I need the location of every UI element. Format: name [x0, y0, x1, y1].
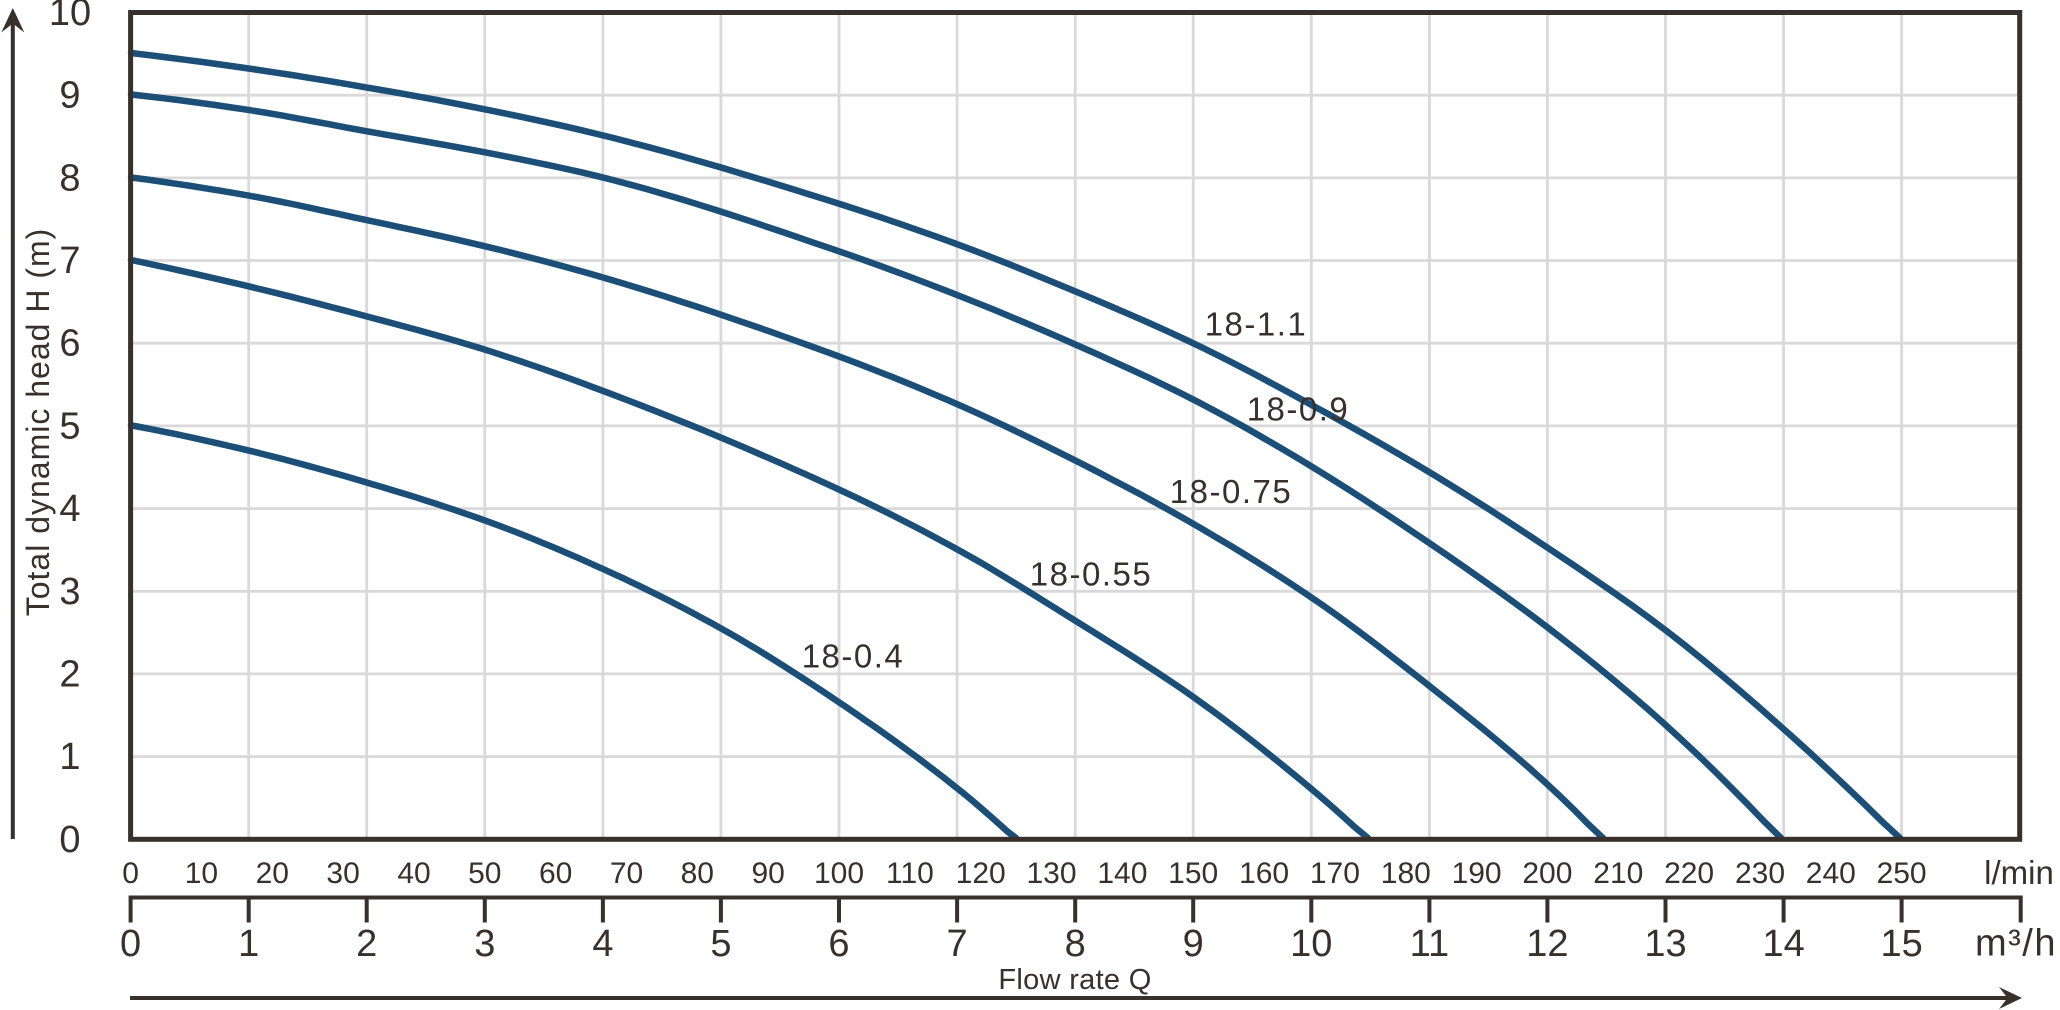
svg-text:0: 0 — [122, 857, 139, 890]
svg-text:18-0.55: 18-0.55 — [1030, 556, 1152, 593]
svg-text:15: 15 — [1880, 923, 1922, 965]
svg-text:Flow rate Q: Flow rate Q — [998, 964, 1151, 996]
svg-text:110: 110 — [886, 857, 934, 890]
svg-text:170: 170 — [1310, 857, 1360, 890]
svg-text:4: 4 — [592, 923, 613, 965]
svg-text:10: 10 — [49, 0, 91, 34]
svg-text:7: 7 — [947, 923, 968, 965]
svg-text:8: 8 — [59, 157, 80, 199]
svg-text:80: 80 — [681, 857, 714, 890]
svg-text:18-0.75: 18-0.75 — [1170, 473, 1292, 510]
svg-text:30: 30 — [326, 857, 359, 890]
svg-text:3: 3 — [59, 571, 80, 613]
svg-text:220: 220 — [1664, 857, 1714, 890]
svg-text:m³/h: m³/h — [1975, 923, 2057, 965]
svg-text:1: 1 — [238, 923, 259, 965]
svg-text:6: 6 — [828, 923, 849, 965]
svg-text:7: 7 — [59, 240, 80, 282]
svg-text:l/min: l/min — [1984, 854, 2054, 891]
svg-text:130: 130 — [1026, 857, 1076, 890]
svg-text:120: 120 — [956, 857, 1006, 890]
svg-text:Total dynamic head H (m): Total dynamic head H (m) — [20, 228, 56, 617]
svg-text:2: 2 — [59, 653, 80, 695]
svg-text:200: 200 — [1522, 857, 1572, 890]
svg-text:18-0.4: 18-0.4 — [802, 638, 905, 675]
svg-text:5: 5 — [710, 923, 731, 965]
svg-text:4: 4 — [59, 488, 80, 530]
svg-text:140: 140 — [1097, 857, 1147, 890]
svg-text:240: 240 — [1806, 857, 1856, 890]
svg-text:14: 14 — [1762, 923, 1804, 965]
svg-text:180: 180 — [1381, 857, 1431, 890]
svg-text:18-1.1: 18-1.1 — [1205, 306, 1308, 343]
svg-text:12: 12 — [1526, 923, 1568, 965]
svg-text:3: 3 — [474, 923, 495, 965]
svg-text:40: 40 — [397, 857, 430, 890]
svg-text:90: 90 — [752, 857, 785, 890]
svg-text:2: 2 — [356, 923, 377, 965]
svg-text:0: 0 — [120, 923, 141, 965]
svg-text:50: 50 — [468, 857, 501, 890]
svg-text:10: 10 — [1290, 923, 1332, 965]
svg-text:9: 9 — [1183, 923, 1204, 965]
svg-text:60: 60 — [539, 857, 572, 890]
svg-text:250: 250 — [1877, 857, 1927, 890]
svg-text:8: 8 — [1065, 923, 1086, 965]
svg-text:11: 11 — [1410, 923, 1449, 965]
svg-text:210: 210 — [1593, 857, 1643, 890]
svg-text:160: 160 — [1239, 857, 1289, 890]
svg-text:5: 5 — [59, 405, 80, 447]
svg-text:150: 150 — [1168, 857, 1218, 890]
svg-text:1: 1 — [59, 736, 80, 778]
svg-text:0: 0 — [59, 819, 80, 861]
svg-text:20: 20 — [256, 857, 289, 890]
svg-text:13: 13 — [1644, 923, 1686, 965]
svg-text:18-0.9: 18-0.9 — [1247, 391, 1350, 428]
svg-text:190: 190 — [1452, 857, 1502, 890]
svg-text:10: 10 — [185, 857, 218, 890]
svg-text:9: 9 — [59, 75, 80, 117]
svg-text:6: 6 — [59, 323, 80, 365]
svg-text:230: 230 — [1735, 857, 1785, 890]
svg-text:100: 100 — [814, 857, 864, 890]
svg-text:70: 70 — [610, 857, 643, 890]
